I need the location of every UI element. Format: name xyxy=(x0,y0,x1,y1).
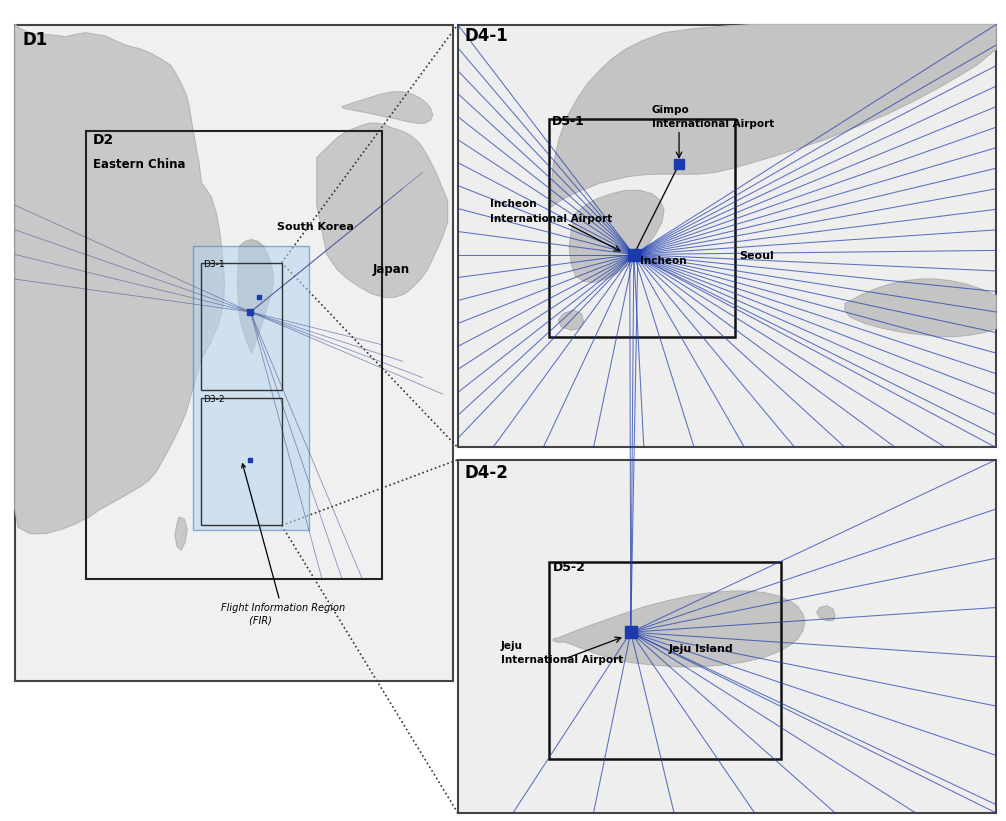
Bar xyxy=(193,246,309,530)
Point xyxy=(250,291,267,304)
Polygon shape xyxy=(817,606,835,621)
Bar xyxy=(549,119,735,337)
Bar xyxy=(201,263,282,390)
Point xyxy=(623,626,639,639)
Text: International Airport: International Airport xyxy=(490,213,613,223)
Bar xyxy=(458,460,996,813)
Text: Eastern China: Eastern China xyxy=(93,158,185,172)
Text: Jeju: Jeju xyxy=(501,640,523,650)
Text: D4-1: D4-1 xyxy=(465,27,508,45)
Text: D2: D2 xyxy=(93,133,114,147)
Text: D3-1: D3-1 xyxy=(203,259,224,268)
Text: D5-2: D5-2 xyxy=(553,561,586,574)
Text: Jeju Island: Jeju Island xyxy=(669,644,733,654)
Point xyxy=(671,158,687,171)
Text: Incheon: Incheon xyxy=(490,199,536,209)
Polygon shape xyxy=(175,517,187,550)
Text: Japan: Japan xyxy=(372,263,409,276)
Bar xyxy=(15,25,453,681)
Point xyxy=(626,248,642,261)
Polygon shape xyxy=(317,123,448,297)
Text: D1: D1 xyxy=(22,31,47,49)
Text: South Korea: South Korea xyxy=(277,222,353,232)
Polygon shape xyxy=(237,240,274,353)
Bar xyxy=(86,131,382,579)
Polygon shape xyxy=(342,92,433,123)
Polygon shape xyxy=(569,190,664,282)
Polygon shape xyxy=(15,25,224,534)
Bar xyxy=(549,562,781,759)
Text: Incheon: Incheon xyxy=(640,256,686,266)
Bar xyxy=(458,25,996,447)
Point xyxy=(242,305,259,319)
Text: D3-2: D3-2 xyxy=(203,395,224,404)
Polygon shape xyxy=(845,279,996,337)
Bar xyxy=(201,398,282,525)
Text: International Airport: International Airport xyxy=(652,119,775,129)
Text: Seoul: Seoul xyxy=(739,250,775,260)
Text: D4-2: D4-2 xyxy=(465,464,509,482)
Polygon shape xyxy=(558,310,583,330)
Text: Flight Information Region
         (FIR): Flight Information Region (FIR) xyxy=(221,464,345,625)
Polygon shape xyxy=(553,591,805,667)
Text: International Airport: International Airport xyxy=(501,654,624,664)
Text: Gimpo: Gimpo xyxy=(652,105,690,115)
Point xyxy=(242,453,259,466)
Polygon shape xyxy=(551,25,996,207)
Text: D5-1: D5-1 xyxy=(552,115,585,128)
